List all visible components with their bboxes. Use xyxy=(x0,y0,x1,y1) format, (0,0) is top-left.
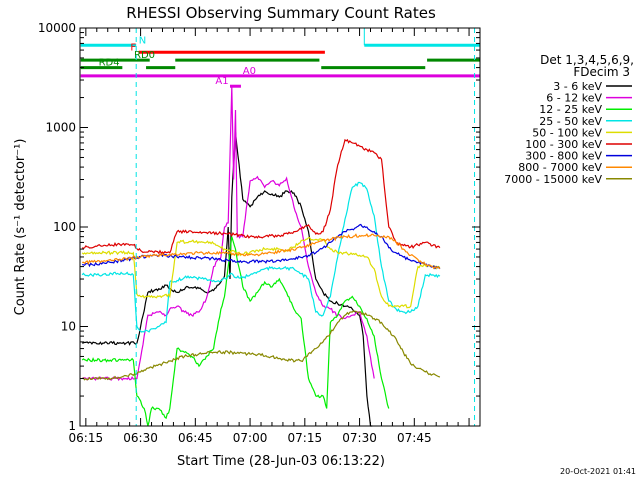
x-tick-label: 07:00 xyxy=(233,431,268,445)
y-tick-label: 10000 xyxy=(38,21,76,35)
series-line-25-50-kev xyxy=(81,181,441,333)
series-line-100-300-kev xyxy=(81,138,441,255)
vertical-markers xyxy=(135,28,476,426)
legend-label-50-100-kev: 50 - 100 keV xyxy=(532,126,602,139)
legend-label-300-800-kev: 300 - 800 keV xyxy=(525,150,602,163)
legend-header-line-1: Det 1,3,4,5,6,9, xyxy=(540,53,634,67)
series-line-50-100-kev xyxy=(81,237,441,309)
x-tick-label: 07:15 xyxy=(288,431,323,445)
flag-label-a1: A1 xyxy=(215,76,228,87)
x-tick-label: 06:45 xyxy=(178,431,213,445)
series-line-7000-15000-kev xyxy=(82,310,441,381)
legend-label-12-25-kev: 12 - 25 keV xyxy=(539,103,602,116)
chart-title: RHESSI Observing Summary Count Rates xyxy=(126,4,436,22)
y-tick-label: 10 xyxy=(61,320,76,334)
legend-label-3-6-kev: 3 - 6 keV xyxy=(553,80,602,93)
flag-label-n: N xyxy=(139,35,146,46)
y-tick-label: 1000 xyxy=(45,121,76,135)
y-tick-label: 1 xyxy=(68,419,76,433)
x-axis: 06:15 06:30 06:45 07:00 07:15 07:30 07:45 xyxy=(69,28,470,445)
y-axis-label: Count Rate (s⁻¹ detector⁻¹) xyxy=(13,139,28,316)
flag-label-a0: A0 xyxy=(243,66,256,77)
legend-label-100-300-kev: 100 - 300 keV xyxy=(525,138,602,151)
legend-label-6-12-kev: 6 - 12 keV xyxy=(546,92,602,105)
flag-label-rd4: RD4 xyxy=(99,58,120,69)
series-line-800-7000-kev xyxy=(82,233,441,270)
x-tick-label: 07:30 xyxy=(342,431,377,445)
series-line-12-25-kev xyxy=(81,236,390,427)
y-tick-label: 100 xyxy=(53,220,76,234)
generation-timestamp: 20-Oct-2021 01:41 xyxy=(560,467,636,476)
x-tick-label: 06:30 xyxy=(123,431,158,445)
legend-label-7000-15000-kev: 7000 - 15000 keV xyxy=(504,173,602,186)
x-tick-label: 06:15 xyxy=(69,431,104,445)
flag-label-rd0: RD0 xyxy=(134,50,155,61)
x-axis-label: Start Time (28-Jun-03 06:13:22) xyxy=(177,454,385,469)
legend-header-line-2: FDecim 3 xyxy=(573,65,630,79)
legend-label-800-7000-kev: 800 - 7000 keV xyxy=(518,161,602,174)
plot-frame xyxy=(79,27,481,427)
flag-label-f: F xyxy=(130,42,136,53)
series-line-3-6-kev xyxy=(82,132,373,427)
x-tick-label: 07:45 xyxy=(397,431,432,445)
y-axis: 1 10 100 1000 10000 xyxy=(38,21,480,433)
series-line-6-12-kev xyxy=(81,86,375,382)
legend-label-25-50-kev: 25 - 50 keV xyxy=(539,115,602,128)
series-layer xyxy=(81,86,441,427)
